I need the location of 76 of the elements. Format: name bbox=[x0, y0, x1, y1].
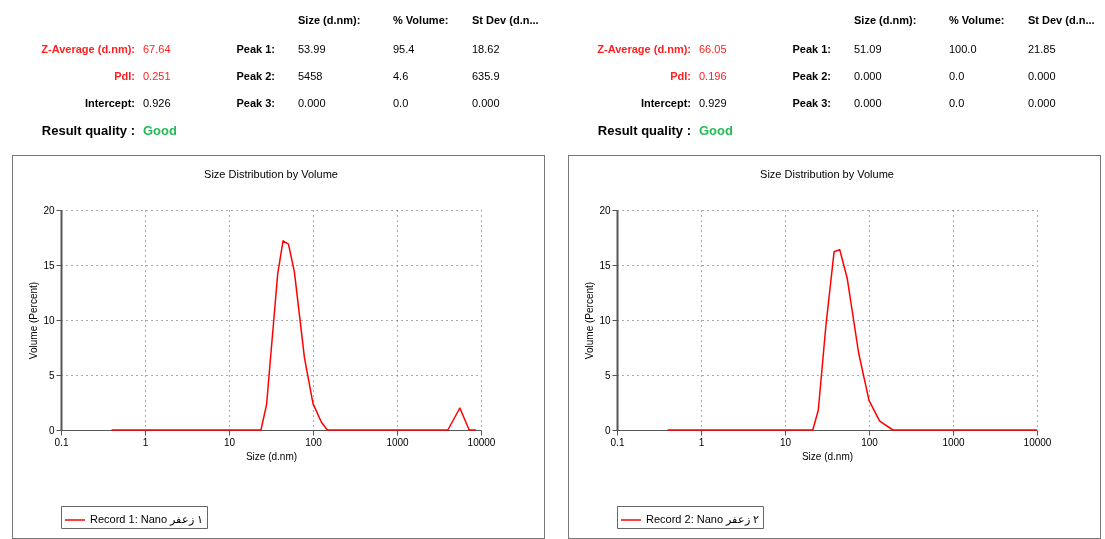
text: Z-Average (d.nm): bbox=[597, 43, 691, 55]
y-tick-label: 0 bbox=[604, 424, 611, 436]
x-axis-title: Size (d.nm) bbox=[245, 450, 298, 462]
x-tick-label: 1 bbox=[142, 436, 149, 448]
x-tick-label: 10 bbox=[223, 436, 236, 448]
text: 0.251 bbox=[143, 70, 171, 82]
text: Peak 3: bbox=[792, 97, 831, 109]
y-tick-label: 15 bbox=[43, 259, 55, 271]
text: PdI: bbox=[670, 70, 691, 82]
x-tick-label: 100 bbox=[305, 436, 323, 448]
text: 0.0 bbox=[949, 97, 965, 109]
text: Intercept: bbox=[84, 97, 135, 109]
x-tick-label: 0.1 bbox=[610, 436, 625, 448]
text: 0.000 bbox=[854, 97, 882, 109]
text: 0.000 bbox=[1028, 70, 1056, 82]
text: PdI: bbox=[114, 70, 135, 82]
text: 0.926 bbox=[143, 97, 171, 109]
y-tick-label: 5 bbox=[48, 369, 55, 381]
text: 66.05 bbox=[699, 43, 727, 55]
text: 0.000 bbox=[472, 97, 500, 109]
text: Peak 1: bbox=[236, 43, 275, 55]
text: 18.62 bbox=[472, 43, 500, 55]
text: Result quality : bbox=[41, 123, 135, 138]
text: Size (d.nm): bbox=[854, 14, 917, 26]
text: 0.0 bbox=[949, 70, 965, 82]
text: Z-Average (d.nm): bbox=[41, 43, 135, 55]
text: % Volume: bbox=[393, 14, 449, 26]
text: Peak 3: bbox=[236, 97, 275, 109]
y-tick-label: 15 bbox=[599, 259, 611, 271]
x-tick-label: 10 bbox=[779, 436, 792, 448]
legend-label: Record 1: Nano ١ زعفر bbox=[90, 513, 204, 526]
text: Result quality : bbox=[597, 123, 691, 138]
x-tick-label: 100 bbox=[861, 436, 879, 448]
text: 0.196 bbox=[699, 70, 727, 82]
text: 0.0 bbox=[393, 97, 409, 109]
text: 95.4 bbox=[393, 43, 415, 55]
x-tick-label: 10000 bbox=[467, 436, 496, 448]
text: St Dev (d.n... bbox=[1028, 14, 1095, 26]
text: St Dev (d.n... bbox=[472, 14, 539, 26]
text: 4.6 bbox=[393, 70, 409, 82]
text: % Volume: bbox=[949, 14, 1005, 26]
text: Peak 1: bbox=[792, 43, 831, 55]
text: Good bbox=[143, 123, 177, 138]
y-axis-title: Volume (Percent) bbox=[28, 281, 40, 360]
y-tick-label: 0 bbox=[48, 424, 55, 436]
y-tick-label: 20 bbox=[43, 204, 55, 216]
text: 51.09 bbox=[854, 43, 882, 55]
text: Peak 2: bbox=[236, 70, 275, 82]
legend-label: Record 2: Nano ٢ زعفر bbox=[646, 513, 760, 526]
y-tick-label: 10 bbox=[43, 314, 55, 326]
chart-title: Size Distribution by Volume bbox=[204, 168, 338, 180]
text: 0.929 bbox=[699, 97, 727, 109]
x-axis-title: Size (d.nm) bbox=[801, 450, 854, 462]
y-tick-label: 20 bbox=[599, 204, 611, 216]
text: Intercept: bbox=[640, 97, 691, 109]
text: 0.000 bbox=[298, 97, 326, 109]
text: Peak 2: bbox=[792, 70, 831, 82]
text: 5458 bbox=[298, 70, 323, 82]
x-tick-label: 1 bbox=[698, 436, 705, 448]
x-tick-label: 1000 bbox=[942, 436, 966, 448]
text: Good bbox=[699, 123, 733, 138]
text: 21.85 bbox=[1028, 43, 1056, 55]
text: Size (d.nm): bbox=[298, 14, 361, 26]
x-tick-label: 0.1 bbox=[54, 436, 69, 448]
y-axis-title: Volume (Percent) bbox=[584, 281, 596, 360]
text: 0.000 bbox=[854, 70, 882, 82]
text: 67.64 bbox=[143, 43, 171, 55]
x-tick-label: 10000 bbox=[1023, 436, 1052, 448]
x-tick-label: 1000 bbox=[386, 436, 410, 448]
y-tick-label: 5 bbox=[604, 369, 611, 381]
text: 0.000 bbox=[1028, 97, 1056, 109]
y-tick-label: 10 bbox=[599, 314, 611, 326]
text: 100.0 bbox=[949, 43, 977, 55]
chart-title: Size Distribution by Volume bbox=[760, 168, 894, 180]
text: 635.9 bbox=[472, 70, 500, 82]
text: 53.99 bbox=[298, 43, 326, 55]
